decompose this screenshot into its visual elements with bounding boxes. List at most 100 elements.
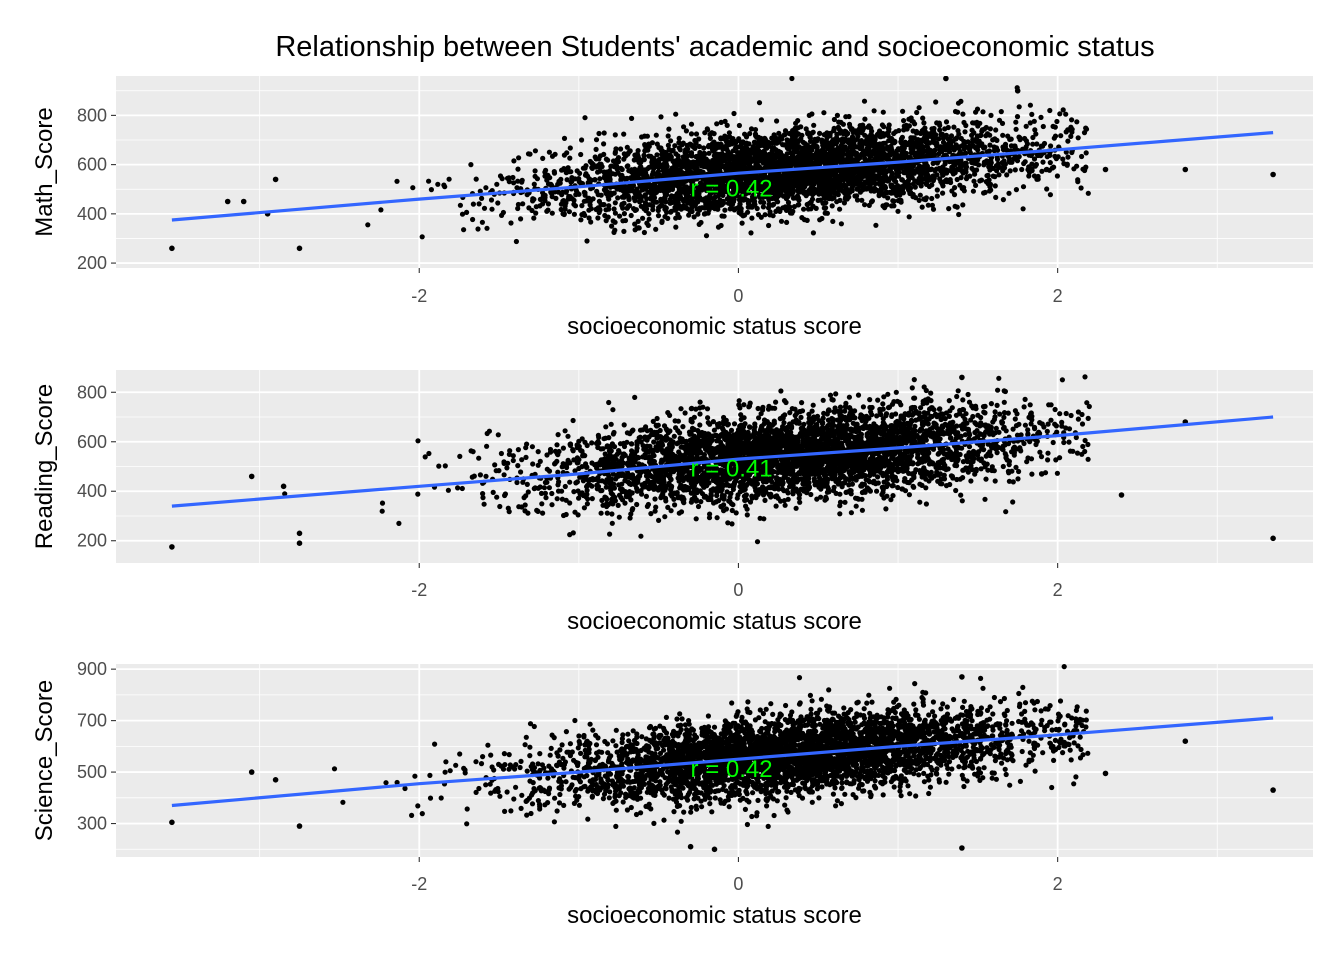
data-point	[991, 144, 997, 150]
data-point	[820, 397, 826, 403]
data-point	[929, 130, 935, 136]
data-point	[1044, 166, 1050, 172]
data-point	[560, 211, 566, 217]
data-point	[898, 197, 904, 203]
x-axis-title: socioeconomic status score	[567, 313, 862, 340]
data-point	[614, 157, 620, 163]
data-point	[835, 147, 841, 153]
data-point	[880, 179, 887, 185]
data-point	[844, 186, 850, 193]
data-point	[805, 130, 811, 136]
data-point	[983, 179, 989, 185]
data-point	[778, 218, 785, 224]
data-point	[922, 176, 929, 182]
data-point	[513, 238, 520, 245]
data-point	[546, 485, 553, 491]
y-tick-label: 400	[77, 204, 107, 224]
data-point	[952, 185, 958, 191]
data-point	[410, 185, 416, 191]
data-point	[593, 164, 599, 170]
data-point	[931, 140, 937, 146]
data-point	[1029, 111, 1035, 117]
data-point	[1058, 133, 1064, 139]
data-point	[559, 167, 565, 173]
data-point	[887, 152, 893, 158]
data-point	[804, 153, 810, 159]
data-point	[726, 195, 732, 201]
data-point	[622, 217, 629, 224]
data-point	[365, 222, 371, 228]
data-point	[780, 142, 786, 148]
data-point	[841, 200, 848, 206]
data-point	[615, 195, 621, 201]
data-point	[748, 149, 754, 155]
data-point	[811, 122, 817, 128]
data-point	[947, 177, 953, 183]
data-point	[494, 181, 500, 187]
data-point	[516, 155, 522, 161]
data-point	[621, 228, 627, 234]
y-axis-title: Math_Score	[31, 107, 58, 236]
data-point	[564, 177, 570, 183]
data-point	[835, 192, 841, 198]
data-point	[923, 139, 929, 145]
data-point	[601, 141, 607, 147]
data-point	[842, 128, 848, 134]
data-point	[1030, 134, 1036, 141]
data-point	[621, 211, 628, 217]
data-point	[724, 165, 730, 171]
data-point	[872, 185, 878, 191]
data-point	[711, 197, 717, 203]
data-point	[683, 147, 689, 153]
data-point	[868, 199, 875, 205]
data-point	[446, 176, 452, 182]
data-point	[707, 135, 714, 141]
data-point	[595, 169, 601, 175]
data-point	[595, 192, 601, 198]
data-point	[882, 154, 888, 160]
data-point	[707, 131, 713, 138]
data-point	[527, 151, 533, 157]
data-point	[849, 145, 855, 151]
data-point	[640, 215, 646, 221]
data-point	[893, 164, 900, 170]
data-point	[879, 122, 886, 128]
data-point	[1047, 107, 1053, 114]
data-point	[714, 515, 720, 521]
data-point	[917, 163, 923, 169]
data-point	[727, 201, 733, 207]
data-point	[946, 136, 952, 142]
data-point	[612, 200, 618, 206]
data-point	[753, 154, 759, 160]
data-point	[938, 168, 944, 174]
data-point	[689, 185, 695, 191]
data-point	[612, 210, 619, 216]
data-point	[835, 156, 842, 162]
data-point	[801, 217, 808, 223]
data-point	[823, 200, 829, 206]
data-point	[833, 159, 839, 165]
data-point	[760, 194, 766, 200]
data-point	[579, 137, 585, 143]
data-point	[702, 164, 709, 170]
data-point	[718, 191, 724, 197]
data-point	[831, 194, 837, 201]
data-point	[743, 178, 750, 184]
data-point	[577, 170, 583, 176]
data-point	[987, 142, 993, 148]
data-point	[876, 193, 882, 199]
data-point	[747, 131, 753, 137]
data-point	[1020, 206, 1026, 212]
data-point	[699, 183, 705, 189]
data-point	[862, 156, 868, 162]
data-point	[1050, 123, 1056, 129]
data-point	[771, 132, 777, 138]
data-point	[1029, 166, 1035, 172]
data-point	[848, 150, 854, 156]
data-point	[919, 204, 925, 210]
data-point	[693, 406, 699, 412]
data-point	[734, 205, 741, 211]
data-point	[857, 174, 863, 180]
data-point	[970, 120, 976, 126]
data-point	[1061, 161, 1067, 167]
